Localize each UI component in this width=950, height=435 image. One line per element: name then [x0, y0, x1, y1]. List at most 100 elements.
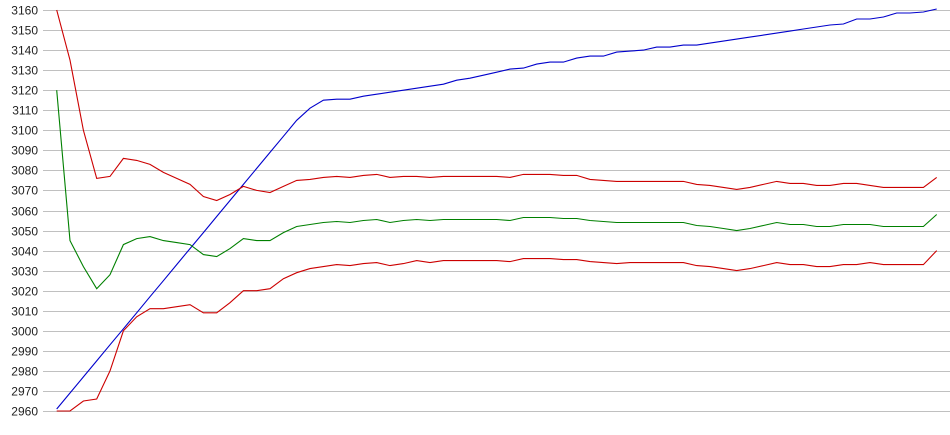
data-point-blue — [310, 108, 311, 109]
data-point-lower-red — [776, 262, 777, 263]
data-point-green — [616, 222, 617, 223]
data-point-lower-red — [710, 266, 711, 267]
data-point-upper-red — [390, 177, 391, 178]
data-point-upper-red — [350, 177, 351, 178]
data-point-green — [523, 217, 524, 218]
data-point-green — [696, 225, 697, 226]
data-point-blue — [563, 62, 564, 63]
data-point-lower-red — [230, 302, 231, 303]
data-point-lower-red — [883, 264, 884, 265]
data-point-green — [190, 244, 191, 245]
data-point-green — [56, 90, 57, 91]
data-point-blue — [803, 29, 804, 30]
y-tick-label: 3050 — [11, 225, 38, 239]
data-point-lower-red — [243, 290, 244, 291]
data-point-lower-red — [483, 260, 484, 261]
data-point-blue — [656, 47, 657, 48]
data-point-green — [643, 222, 644, 223]
data-point-lower-red — [870, 262, 871, 263]
data-point-lower-red — [283, 278, 284, 279]
data-point-upper-red — [270, 192, 271, 193]
data-point-green — [630, 222, 631, 223]
series-line-green — [56, 90, 938, 290]
data-point-upper-red — [550, 174, 551, 175]
data-point-upper-red — [443, 176, 444, 177]
data-point-upper-red — [230, 194, 231, 195]
data-point-upper-red — [763, 184, 764, 185]
data-point-green — [136, 238, 137, 239]
data-point-lower-red — [70, 411, 71, 412]
y-tick-label: 3030 — [11, 265, 38, 279]
data-point-lower-red — [256, 290, 257, 291]
data-point-lower-red — [123, 330, 124, 331]
data-point-blue — [910, 13, 911, 14]
data-point-upper-red — [96, 178, 97, 179]
data-point-green — [510, 220, 511, 221]
data-point-lower-red — [376, 262, 377, 263]
data-point-lower-red — [270, 288, 271, 289]
data-point-blue — [763, 35, 764, 36]
data-point-upper-red — [310, 179, 311, 180]
data-point-lower-red — [110, 370, 111, 371]
data-point-blue — [323, 100, 324, 101]
data-point-blue — [616, 52, 617, 53]
series-line-blue — [56, 8, 937, 410]
data-point-blue — [670, 47, 671, 48]
data-point-green — [830, 226, 831, 227]
data-point-blue — [96, 360, 97, 361]
data-point-blue — [643, 50, 644, 51]
data-point-blue — [576, 58, 577, 59]
data-point-upper-red — [523, 174, 524, 175]
data-point-upper-red — [136, 160, 137, 161]
data-point-blue — [190, 248, 191, 249]
data-point-lower-red — [323, 266, 324, 267]
data-point-lower-red — [856, 264, 857, 265]
data-point-blue — [603, 56, 604, 57]
y-tick-label: 3080 — [11, 164, 38, 178]
data-point-green — [710, 226, 711, 227]
data-point-upper-red — [336, 176, 337, 177]
data-point-blue — [136, 312, 137, 313]
data-point-lower-red — [910, 264, 911, 265]
data-point-upper-red — [243, 186, 244, 187]
data-point-upper-red — [376, 174, 377, 175]
data-point-blue — [416, 88, 417, 89]
data-point-green — [470, 219, 471, 220]
data-point-upper-red — [163, 172, 164, 173]
series-upper-red — [56, 9, 938, 202]
data-point-lower-red — [296, 272, 297, 273]
data-point-blue — [363, 96, 364, 97]
data-point-blue — [470, 78, 471, 79]
data-point-green — [843, 224, 844, 225]
data-point-green — [363, 220, 364, 221]
y-tick-label: 3130 — [11, 64, 38, 78]
data-point-upper-red — [603, 180, 604, 181]
data-point-green — [776, 222, 777, 223]
data-point-blue — [176, 264, 177, 265]
data-point-lower-red — [523, 258, 524, 259]
data-point-lower-red — [630, 262, 631, 263]
data-point-lower-red — [190, 304, 191, 305]
y-tick-label: 3160 — [11, 4, 38, 18]
data-point-blue — [750, 37, 751, 38]
data-point-blue — [403, 90, 404, 91]
data-point-green — [590, 220, 591, 221]
y-tick-label: 2960 — [11, 405, 38, 419]
data-point-upper-red — [323, 177, 324, 178]
y-tick-label: 2970 — [11, 385, 38, 399]
data-point-lower-red — [456, 260, 457, 261]
data-point-lower-red — [510, 261, 511, 262]
data-point-blue — [256, 168, 257, 169]
data-point-upper-red — [296, 180, 297, 181]
y-tick-label: 3020 — [11, 285, 38, 299]
data-point-lower-red — [136, 316, 137, 317]
data-point-green — [856, 224, 857, 225]
data-point-lower-red — [443, 260, 444, 261]
data-point-blue — [376, 94, 377, 95]
data-point-blue — [456, 80, 457, 81]
data-point-blue — [203, 232, 204, 233]
data-point-green — [910, 226, 911, 227]
data-point-lower-red — [763, 265, 764, 266]
data-point-blue — [936, 9, 937, 10]
series-line-upper-red — [56, 9, 938, 202]
